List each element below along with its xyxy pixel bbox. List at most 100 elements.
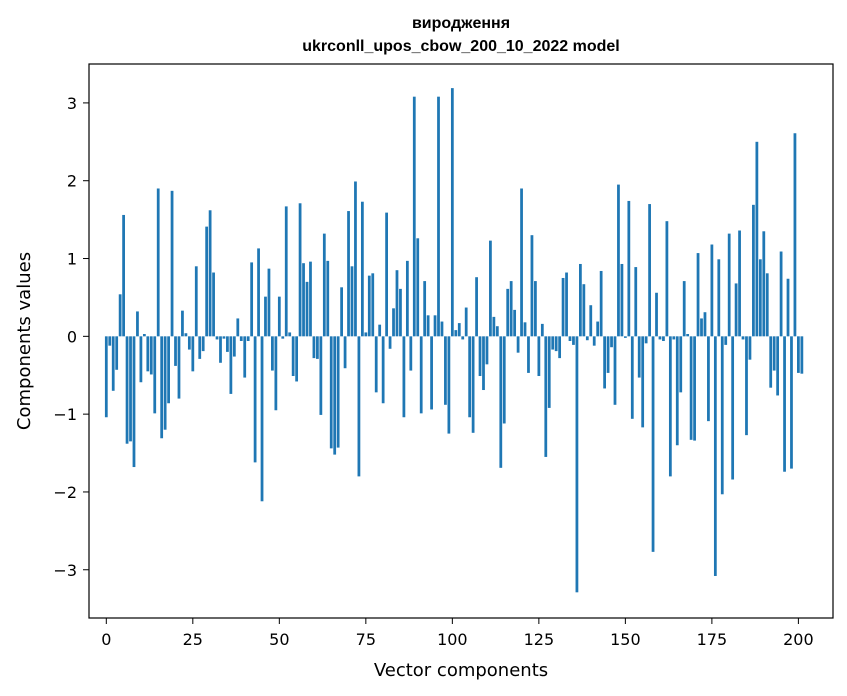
bar-190	[762, 231, 766, 337]
bar-150	[623, 336, 627, 338]
bar-47	[267, 268, 271, 337]
bar-186	[748, 336, 752, 360]
bar-97	[440, 321, 444, 337]
bars-group	[104, 88, 804, 593]
chart-title-line1: вироджeння	[412, 15, 510, 32]
bar-191	[765, 273, 769, 337]
bar-195	[779, 251, 783, 337]
bar-31	[212, 272, 215, 337]
bar-161	[662, 336, 665, 341]
bar-168	[686, 334, 690, 337]
bar-17	[163, 336, 167, 430]
bar-9	[136, 311, 139, 337]
bar-114	[499, 336, 503, 468]
bar-29	[205, 226, 209, 337]
bar-184	[741, 336, 745, 340]
bar-165	[675, 336, 679, 446]
bar-99	[447, 336, 451, 434]
bar-112	[492, 316, 496, 337]
bar-136	[575, 336, 579, 593]
bar-23	[184, 333, 188, 337]
bar-12	[146, 336, 150, 372]
x-tick-label-1: 25	[183, 630, 203, 649]
bar-92	[423, 281, 427, 337]
bar-77	[371, 273, 375, 337]
bar-45	[260, 336, 264, 502]
bar-172	[700, 318, 703, 337]
bar-201	[800, 336, 804, 374]
bar-115	[502, 336, 506, 424]
bar-145	[606, 336, 610, 373]
bar-36	[229, 336, 233, 394]
bar-199	[793, 133, 797, 337]
bar-84	[395, 270, 399, 337]
bar-3	[115, 336, 119, 370]
bar-156	[644, 336, 648, 344]
bar-16	[160, 336, 164, 439]
bar-185	[745, 336, 748, 436]
y-tick-label-4: 1	[67, 250, 77, 269]
bar-162	[665, 221, 669, 337]
bar-132	[561, 277, 565, 337]
bar-134	[568, 336, 572, 341]
bar-104	[464, 307, 468, 337]
bar-51	[281, 336, 285, 339]
bar-54	[291, 336, 295, 377]
bar-10	[139, 336, 143, 383]
bar-41	[246, 336, 250, 341]
bar-22	[181, 310, 184, 337]
bar-73	[357, 336, 361, 477]
bar-39	[239, 336, 243, 341]
bar-178	[720, 336, 724, 495]
bar-56	[298, 203, 302, 337]
bar-95	[433, 315, 437, 337]
bar-198	[790, 336, 793, 469]
bar-137	[579, 263, 582, 337]
bar-187	[752, 204, 755, 337]
bar-120	[520, 188, 523, 337]
bar-62	[319, 336, 323, 415]
bar-68	[340, 287, 343, 337]
bar-63	[322, 233, 326, 337]
x-tick-label-3: 75	[356, 630, 376, 649]
bar-33	[219, 336, 222, 363]
y-tick-label-1: −2	[53, 483, 77, 502]
bar-177	[717, 259, 721, 337]
y-axis-label: Components values	[14, 252, 35, 430]
bar-192	[769, 336, 773, 388]
bar-129	[551, 336, 555, 350]
bar-2	[111, 336, 115, 391]
bar-135	[572, 336, 575, 345]
bar-130	[554, 336, 558, 352]
bar-105	[468, 336, 472, 418]
bar-167	[682, 281, 686, 337]
bar-188	[755, 141, 759, 337]
bar-44	[257, 248, 260, 337]
y-tick-label-6: 3	[67, 94, 77, 113]
bar-52	[284, 206, 288, 337]
bar-141	[592, 336, 596, 346]
bar-14	[153, 336, 157, 414]
bar-8	[132, 336, 136, 468]
bar-189	[758, 259, 762, 337]
bar-55	[295, 336, 299, 382]
bar-175	[710, 244, 714, 337]
bar-80	[381, 336, 385, 404]
bar-196	[783, 336, 786, 472]
bar-64	[326, 260, 330, 337]
bar-138	[582, 284, 586, 337]
y-tick-label-3: 0	[67, 327, 77, 346]
bar-128	[547, 336, 551, 408]
chart-title-line2: ukrconll_upos_cbow_200_10_2022 model	[302, 38, 619, 55]
bar-26	[194, 266, 198, 337]
bar-24	[187, 336, 191, 350]
bar-164	[672, 336, 676, 340]
bar-179	[724, 336, 728, 345]
bar-15	[156, 188, 160, 337]
bar-117	[509, 281, 513, 337]
bar-82	[388, 336, 392, 349]
bar-155	[641, 336, 645, 428]
y-tick-label-5: 2	[67, 172, 77, 191]
bar-194	[776, 336, 780, 396]
